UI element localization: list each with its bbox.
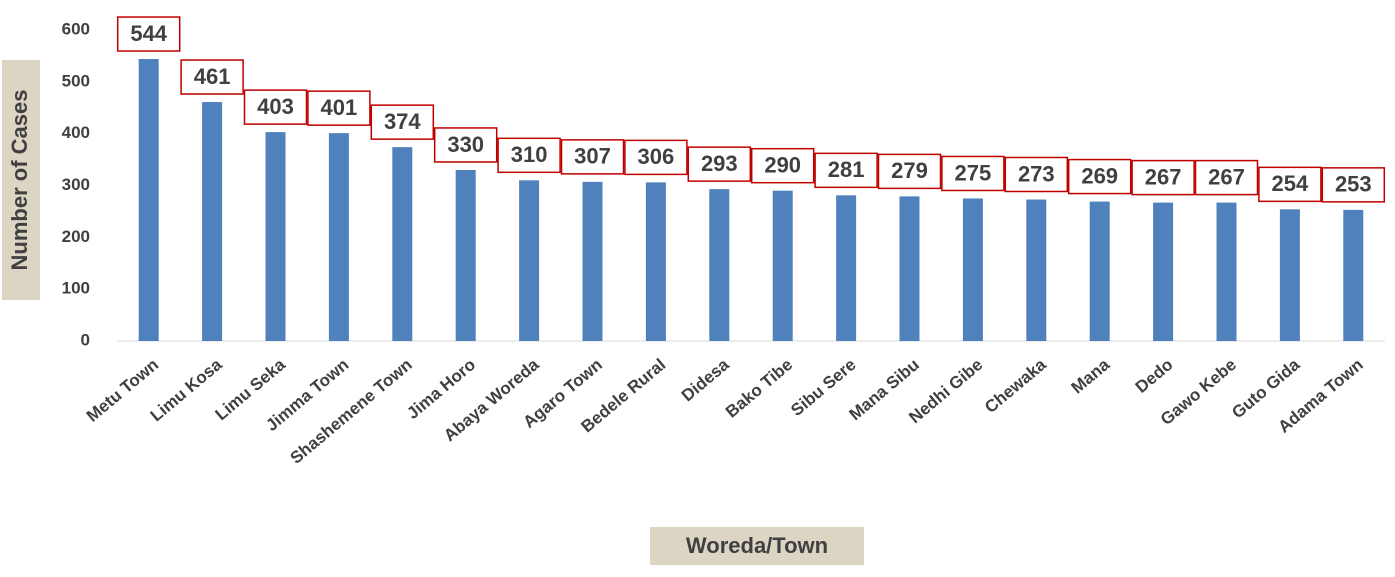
data-label: 253	[1335, 172, 1372, 197]
bar	[519, 180, 540, 341]
data-label: 306	[638, 144, 675, 169]
data-label: 273	[1018, 161, 1055, 186]
y-tick-label: 500	[62, 71, 90, 90]
data-label: 290	[764, 152, 801, 177]
data-label-box	[1131, 159, 1195, 196]
bar	[1279, 209, 1300, 341]
bar	[899, 196, 920, 341]
data-label: 267	[1208, 164, 1245, 189]
bar	[138, 59, 159, 341]
bar	[645, 182, 666, 341]
bar	[392, 147, 413, 341]
data-label-box	[1321, 167, 1386, 203]
bar	[772, 190, 793, 341]
bar	[265, 132, 286, 341]
y-tick-label: 0	[81, 330, 90, 349]
data-label: 403	[257, 94, 294, 119]
x-tick-label: Mana	[1068, 355, 1114, 398]
x-tick-label: Dedo	[1132, 355, 1177, 397]
bar	[1026, 199, 1047, 341]
data-label-box	[497, 137, 561, 174]
data-label-box	[877, 153, 942, 190]
data-label: 374	[384, 109, 421, 134]
data-label: 293	[701, 151, 738, 176]
data-label-box	[624, 139, 688, 176]
bar	[1089, 201, 1110, 341]
bar	[962, 198, 983, 341]
data-label-box	[1004, 156, 1069, 193]
data-label: 401	[321, 95, 358, 120]
x-tick-label: Shashemene Town	[287, 355, 416, 468]
data-label: 310	[511, 142, 548, 167]
data-label: 544	[130, 21, 167, 46]
y-title-bg	[2, 60, 40, 300]
data-label-box	[941, 155, 1005, 192]
data-label-box	[560, 139, 625, 175]
y-tick-label: 100	[62, 279, 90, 298]
bar	[1153, 202, 1174, 341]
data-label: 281	[828, 157, 865, 182]
y-tick-label: 200	[62, 227, 90, 246]
data-label-box	[687, 146, 752, 182]
data-label-box	[1194, 159, 1259, 196]
data-label: 330	[447, 132, 484, 157]
data-label: 461	[194, 64, 231, 89]
bar	[1216, 202, 1237, 341]
data-label: 269	[1081, 163, 1118, 188]
bar	[455, 169, 476, 341]
data-label: 307	[574, 144, 611, 169]
y-tick-label: 400	[62, 123, 90, 142]
data-label-box	[1067, 158, 1132, 195]
data-label: 254	[1272, 171, 1309, 196]
data-label-box	[433, 127, 498, 163]
x-tick-label: Bako Tibe	[722, 355, 796, 422]
x-title-bg	[650, 527, 864, 565]
data-label-box	[116, 16, 181, 52]
data-label: 267	[1145, 164, 1182, 189]
data-label: 275	[955, 160, 992, 185]
data-label-box	[180, 59, 244, 95]
x-tick-label: Chewaka	[981, 355, 1050, 417]
data-label: 279	[891, 158, 928, 183]
bar	[1343, 209, 1364, 341]
bar	[836, 195, 857, 341]
x-tick-label: Limu Kosa	[147, 355, 226, 426]
y-axis-title: Number of Cases	[7, 90, 32, 271]
y-tick-label: 300	[62, 175, 90, 194]
data-label-box	[750, 147, 815, 184]
bar	[709, 189, 730, 341]
data-label-box	[1258, 166, 1322, 203]
data-label-box	[307, 90, 371, 126]
y-tick-label: 600	[62, 19, 90, 38]
bar	[202, 102, 223, 341]
data-label-box	[814, 152, 878, 189]
x-axis-title: Woreda/Town	[686, 533, 828, 558]
x-tick-label: Didesa	[678, 355, 733, 406]
data-label-box	[370, 104, 435, 140]
bar	[328, 133, 349, 341]
data-label-box	[243, 89, 308, 125]
bar	[582, 181, 603, 341]
